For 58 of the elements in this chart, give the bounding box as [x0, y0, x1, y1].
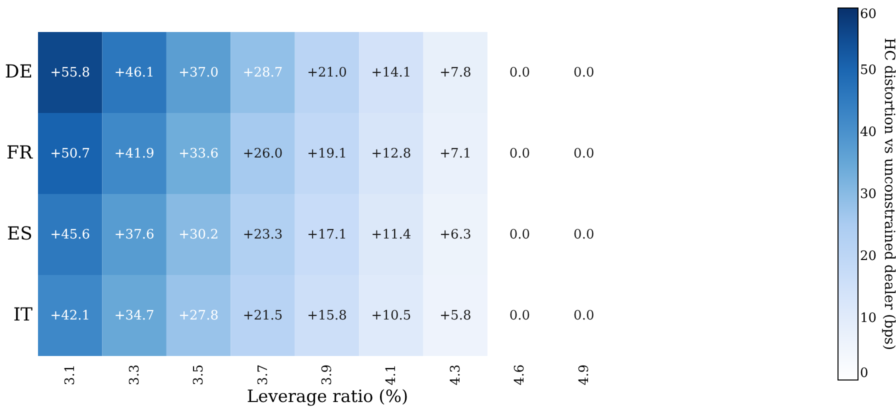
data-label: +37.6	[114, 228, 154, 242]
data-label: 0.0	[509, 308, 530, 324]
data-label: +37.0	[178, 66, 218, 80]
data-label: +42.1	[50, 308, 90, 324]
data-label: +17.1	[307, 228, 347, 242]
color-bar-label: 30	[860, 187, 877, 202]
data-label: +26.0	[242, 146, 283, 162]
x-tick-label: 3.7	[256, 364, 271, 386]
data-label: +30.2	[178, 228, 218, 242]
color-bar-title: HC distortion vs unconstrained dealer (bps)	[881, 38, 896, 350]
data-label: +12.8	[371, 146, 412, 162]
data-label: 0.0	[509, 228, 530, 242]
color-bar-label: 50	[860, 63, 877, 78]
data-label: +11.4	[371, 228, 412, 242]
y-tick-label: IT	[13, 304, 32, 326]
data-label: +34.7	[114, 308, 154, 324]
data-label: +23.3	[242, 228, 283, 242]
x-tick-label: 3.3	[127, 364, 142, 386]
data-label: +14.1	[371, 66, 412, 80]
data-label: +55.8	[50, 66, 90, 80]
data-label: +5.8	[440, 308, 472, 324]
y-tick-label: FR	[6, 142, 33, 164]
data-label: +19.1	[307, 146, 347, 162]
x-tick-label: 3.5	[192, 364, 207, 386]
data-label: +27.8	[178, 308, 218, 324]
data-label: +45.6	[50, 228, 90, 242]
x-tick-label: 4.9	[576, 364, 592, 386]
data-label: +7.8	[440, 66, 472, 80]
x-tick-label: 4.1	[384, 364, 400, 386]
x-tick-label: 4.3	[448, 364, 464, 386]
data-label: +15.8	[307, 308, 347, 324]
data-label: +6.3	[440, 228, 472, 242]
color-bar-label: 10	[860, 311, 877, 326]
data-label: 0.0	[574, 228, 594, 242]
x-tick-label: 4.6	[512, 364, 528, 386]
y-tick-label: DE	[4, 62, 32, 82]
color-bar-label: 40	[860, 125, 877, 140]
data-label: 0.0	[574, 146, 594, 162]
color-bar-label: 20	[860, 249, 877, 264]
data-label: +33.6	[178, 146, 218, 162]
data-label: 0.0	[574, 308, 594, 324]
data-label: 0.0	[509, 146, 530, 162]
data-label: 0.0	[509, 66, 530, 80]
x-tick-label: 3.1	[63, 364, 78, 386]
x-axis-title: Leverage ratio (%)	[246, 387, 408, 408]
data-label: +7.1	[440, 146, 472, 162]
data-label: +28.7	[242, 66, 283, 80]
data-label: +41.9	[114, 146, 154, 162]
color-bar-label: 0	[860, 366, 868, 381]
data-label: 0.0	[574, 66, 594, 80]
data-label: +21.5	[242, 308, 283, 324]
data-label: +50.7	[50, 146, 90, 162]
data-label: +10.5	[371, 308, 412, 324]
color-bar-label: 60	[860, 7, 877, 22]
data-label: +21.0	[307, 66, 347, 80]
x-tick-label: 3.9	[320, 364, 335, 386]
y-tick-label: ES	[7, 224, 32, 244]
data-label: +46.1	[114, 66, 154, 80]
